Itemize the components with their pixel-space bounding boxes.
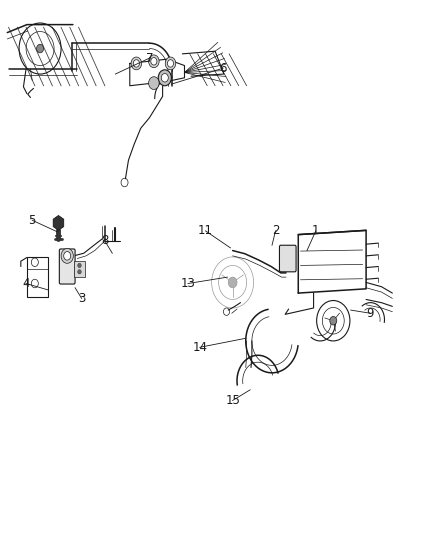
Circle shape: [78, 270, 81, 274]
Text: 7: 7: [145, 52, 153, 64]
Circle shape: [165, 57, 175, 70]
Circle shape: [148, 77, 159, 90]
Text: 1: 1: [311, 224, 319, 237]
Text: 4: 4: [22, 277, 30, 290]
Text: 6: 6: [219, 62, 226, 75]
Bar: [27, 257, 48, 297]
Circle shape: [158, 70, 171, 86]
Text: 15: 15: [225, 394, 240, 407]
Text: 3: 3: [78, 292, 85, 305]
FancyBboxPatch shape: [59, 249, 75, 284]
Circle shape: [329, 317, 336, 325]
Text: 13: 13: [180, 277, 195, 290]
Polygon shape: [53, 215, 64, 230]
FancyBboxPatch shape: [279, 245, 295, 272]
Circle shape: [228, 277, 237, 288]
Text: 8: 8: [101, 235, 108, 247]
Circle shape: [64, 252, 71, 260]
Circle shape: [131, 57, 141, 70]
Circle shape: [148, 55, 159, 68]
Circle shape: [161, 74, 168, 82]
Circle shape: [167, 60, 173, 67]
Bar: [74, 261, 85, 277]
Text: 14: 14: [192, 341, 207, 354]
Circle shape: [61, 248, 73, 263]
Circle shape: [150, 58, 156, 65]
Text: 9: 9: [366, 307, 373, 320]
Text: 2: 2: [271, 224, 279, 237]
Circle shape: [36, 44, 43, 53]
Text: 11: 11: [198, 224, 212, 237]
Circle shape: [78, 263, 81, 268]
Circle shape: [133, 60, 139, 67]
Text: 5: 5: [28, 214, 36, 227]
